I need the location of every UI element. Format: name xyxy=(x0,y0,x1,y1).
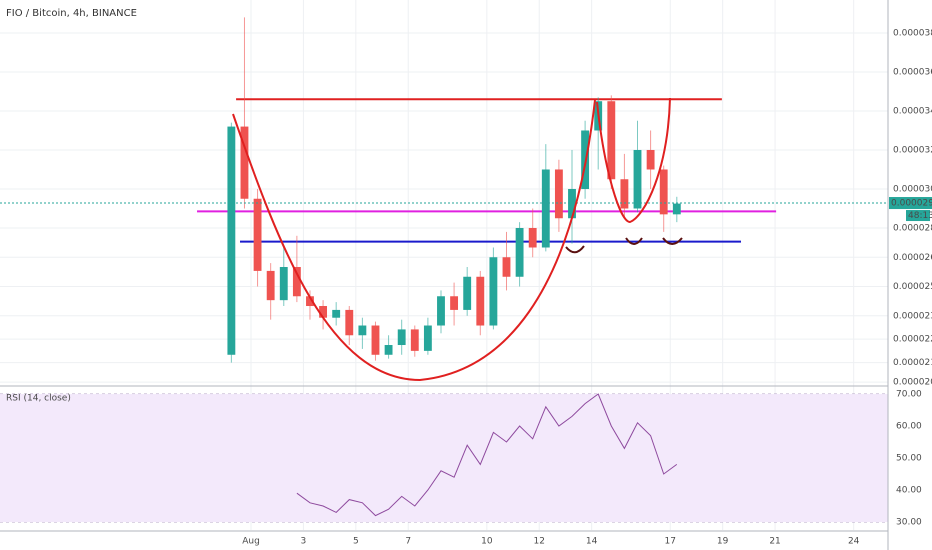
handle-arc xyxy=(625,237,643,245)
y-tick-label: 0.00003400 xyxy=(893,106,932,116)
drawings xyxy=(232,97,683,382)
rsi-line xyxy=(296,393,678,517)
candle-body xyxy=(384,345,393,355)
x-tick-label: 10 xyxy=(481,537,493,547)
candle-body xyxy=(633,149,642,209)
candle-body xyxy=(646,149,655,170)
candle-body xyxy=(227,126,236,355)
y-tick-label: 0.00002500 xyxy=(893,282,932,292)
candle-body xyxy=(463,276,472,310)
y-tick-label: 0.00003000 xyxy=(893,184,932,194)
handle-arc xyxy=(565,245,585,254)
candle-body xyxy=(607,101,616,180)
y-tick-label: 0.00002800 xyxy=(893,223,932,233)
last-price-box xyxy=(889,197,932,210)
candle-body xyxy=(554,169,563,219)
y-tick-label: 0.00002110 xyxy=(893,358,932,368)
x-tick-label: 24 xyxy=(848,537,860,547)
candle-body xyxy=(292,267,301,297)
handle-curve xyxy=(596,97,671,224)
candle-body xyxy=(253,198,262,271)
marks xyxy=(0,17,888,517)
candle-body xyxy=(397,329,406,346)
candle-body xyxy=(672,203,681,215)
countdown: 48:13 xyxy=(908,211,932,221)
chart-title: FIO / Bitcoin, 4h, BINANCE xyxy=(6,8,137,19)
rsi-band xyxy=(0,394,888,523)
candle-body xyxy=(266,270,275,301)
candle-body xyxy=(568,188,576,219)
candle-body xyxy=(528,227,537,248)
x-tick-label: 12 xyxy=(534,537,545,547)
candle-body xyxy=(502,257,511,277)
candle-body xyxy=(345,309,354,336)
candle-body xyxy=(332,309,341,318)
candle-body xyxy=(306,296,314,307)
candle-body xyxy=(423,325,432,351)
y-tick-label: 0.00002350 xyxy=(893,311,932,321)
rsi-tick-label: 60.00 xyxy=(896,422,922,432)
countdown-box xyxy=(906,210,930,222)
x-tick-label: 21 xyxy=(769,537,780,547)
rsi-tick-label: 50.00 xyxy=(896,454,922,464)
candle-body xyxy=(659,169,668,215)
candle-body xyxy=(371,325,380,355)
rsi-tick-label: 30.00 xyxy=(896,518,922,528)
y-tick-label: 0.00002650 xyxy=(893,253,932,263)
y-tick-label: 0.00003800 xyxy=(893,28,932,38)
x-tick-label: 7 xyxy=(405,537,411,547)
cup-curve xyxy=(232,99,596,382)
handle-arc xyxy=(662,237,683,245)
rsi-tick-label: 70.00 xyxy=(896,390,922,400)
x-tick-label: 17 xyxy=(665,537,676,547)
x-tick-label: 5 xyxy=(353,537,359,547)
candle-body xyxy=(541,169,550,248)
candle-body xyxy=(437,296,445,326)
y-tick-label: 0.00002010 xyxy=(893,378,932,388)
candle-body xyxy=(410,329,419,351)
candle-body xyxy=(279,267,288,301)
candle-body xyxy=(620,179,629,209)
candle-body xyxy=(515,227,524,277)
candle-body xyxy=(240,126,249,199)
candle-body xyxy=(319,306,328,318)
rsi-title: RSI (14, close) xyxy=(6,394,71,404)
x-tick-label: 3 xyxy=(301,537,307,547)
last-price-label: 0.00002928 xyxy=(891,199,932,209)
x-tick-label: 14 xyxy=(586,537,598,547)
candle-body xyxy=(358,325,367,336)
x-tick-label: 19 xyxy=(717,537,729,547)
x-tick-label: Aug xyxy=(242,537,260,547)
candle-body xyxy=(489,257,498,326)
candle-body xyxy=(476,276,485,326)
candle-body xyxy=(450,296,459,310)
y-tick-label: 0.00003600 xyxy=(893,67,932,77)
y-tick-label: 0.00003200 xyxy=(893,145,932,155)
rsi-tick-label: 40.00 xyxy=(896,486,922,496)
y-tick-label: 0.00002230 xyxy=(893,335,932,345)
